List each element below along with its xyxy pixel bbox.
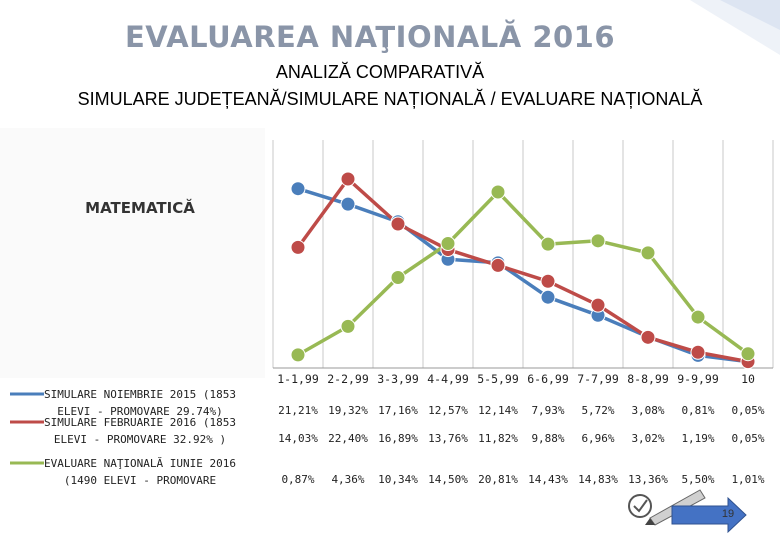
series-line-3 xyxy=(297,190,750,357)
legend-label: ELEVI - PROMOVARE 29.74%) xyxy=(57,405,223,418)
data-point xyxy=(690,344,706,360)
data-label: 13,36% xyxy=(628,473,668,486)
data-point xyxy=(540,289,556,305)
data-label: 17,16% xyxy=(378,404,418,417)
data-point xyxy=(390,270,406,286)
data-label: 5,50% xyxy=(681,473,714,486)
category-label: 10 xyxy=(741,372,755,386)
page-subtitle-comparison: SIMULARE JUDEȚEANĂ/SIMULARE NAȚIONALĂ / … xyxy=(77,89,703,109)
legend-label: SIMULARE NOIEMBRIE 2015 (1853 xyxy=(44,388,236,401)
legend-label: ELEVI - PROMOVARE 32.92% ) xyxy=(54,433,226,446)
data-point xyxy=(540,273,556,289)
data-label: 6,96% xyxy=(581,432,614,445)
data-label: 14,50% xyxy=(428,473,468,486)
data-point xyxy=(340,171,356,187)
data-point xyxy=(290,181,306,197)
data-label: 16,89% xyxy=(378,432,418,445)
data-point xyxy=(390,216,406,232)
corner-decoration-inner xyxy=(720,0,780,30)
data-label: 14,03% xyxy=(278,432,318,445)
data-label: 20,81% xyxy=(478,473,518,486)
data-label: 10,34% xyxy=(378,473,418,486)
data-label: 1,01% xyxy=(731,473,764,486)
data-label: 13,76% xyxy=(428,432,468,445)
legend-label: (1490 ELEVI - PROMOVARE xyxy=(64,474,216,487)
category-label: 2-2,99 xyxy=(327,372,369,386)
category-label: 1-1,99 xyxy=(277,372,319,386)
data-point xyxy=(590,297,606,313)
data-point xyxy=(290,347,306,363)
chart-series-points xyxy=(290,171,756,370)
data-label: 7,93% xyxy=(531,404,564,417)
data-label: 22,40% xyxy=(328,432,368,445)
category-label: 5-5,99 xyxy=(477,372,519,386)
page-number: 19 xyxy=(721,508,735,520)
data-point xyxy=(490,184,506,200)
chart-title: MATEMATICĂ xyxy=(85,198,195,217)
data-label: 0,05% xyxy=(731,432,764,445)
next-arrow-button[interactable] xyxy=(671,496,747,534)
chart-left-panel xyxy=(0,128,265,378)
data-point xyxy=(490,257,506,273)
chart-grid xyxy=(272,140,774,369)
data-label: 19,32% xyxy=(328,404,368,417)
series-line-2 xyxy=(296,177,749,364)
data-label: 0,87% xyxy=(281,473,314,486)
category-label: 9-9,99 xyxy=(677,372,719,386)
data-label: 11,82% xyxy=(478,432,518,445)
chart-series-lines xyxy=(296,177,750,364)
legend-label: SIMULARE FEBRUARIE 2016 (1853 xyxy=(44,416,236,429)
data-label: 12,14% xyxy=(478,404,518,417)
data-point xyxy=(440,236,456,252)
data-label: 12,57% xyxy=(428,404,468,417)
data-point xyxy=(340,196,356,212)
category-axis-labels: 1-1,99 2-2,99 3-3,99 4-4,99 5-5,99 6-6,99 7-7,… xyxy=(277,372,755,386)
data-label: 1,19% xyxy=(681,432,714,445)
category-label: 3-3,99 xyxy=(377,372,419,386)
data-point xyxy=(340,318,356,334)
data-point xyxy=(640,329,656,345)
category-label: 8-8,99 xyxy=(627,372,669,386)
data-label: 14,83% xyxy=(578,473,618,486)
data-label: 14,43% xyxy=(528,473,568,486)
data-table: SIMULARE NOIEMBRIE 2015 (1853 ELEVI - PRO… xyxy=(10,388,765,487)
data-point xyxy=(690,309,706,325)
category-label: 6-6,99 xyxy=(527,372,569,386)
data-point xyxy=(290,239,306,255)
category-label: 4-4,99 xyxy=(427,372,469,386)
data-label: 3,08% xyxy=(631,404,664,417)
data-label: 9,88% xyxy=(531,432,564,445)
data-label: 3,02% xyxy=(631,432,664,445)
data-label: 4,36% xyxy=(331,473,364,486)
data-label: 5,72% xyxy=(581,404,614,417)
legend-label: EVALUARE NAŢIONALĂ IUNIE 2016 xyxy=(44,457,236,470)
data-point xyxy=(540,236,556,252)
data-label: 0,81% xyxy=(681,404,714,417)
page-subtitle: ANALIZĂ COMPARATIVĂ xyxy=(275,62,485,82)
data-point xyxy=(740,346,756,362)
data-label: 0,05% xyxy=(731,404,764,417)
data-point xyxy=(590,233,606,249)
page-title: EVALUAREA NAŢIONALĂ 2016 xyxy=(124,20,616,54)
data-label: 21,21% xyxy=(278,404,318,417)
data-point xyxy=(640,245,656,261)
category-label: 7-7,99 xyxy=(577,372,619,386)
